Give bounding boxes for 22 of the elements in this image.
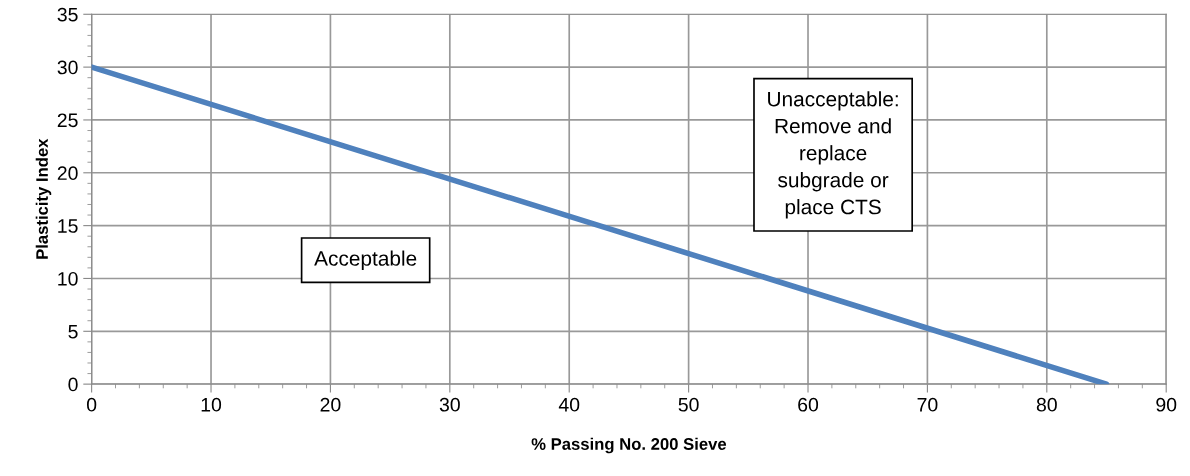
y-tick-label: 20 bbox=[57, 166, 78, 181]
x-tick-label: 50 bbox=[678, 397, 699, 412]
x-tick-label: 30 bbox=[439, 397, 460, 412]
annotation: Acceptable bbox=[314, 250, 417, 270]
y-tick-label: 25 bbox=[57, 113, 78, 128]
y-tick-label: 15 bbox=[58, 219, 78, 233]
x-tick-label: 90 bbox=[1156, 397, 1177, 412]
x-tick-label: 40 bbox=[558, 397, 580, 412]
x-tick-label: 70 bbox=[917, 397, 938, 412]
y-tick-label: 0 bbox=[68, 377, 78, 392]
y-axis-title: Plasticity Index bbox=[35, 138, 52, 259]
x-tick-label: 80 bbox=[1036, 397, 1057, 412]
y-tick-label: 30 bbox=[57, 60, 78, 75]
x-axis-title: % Passing No. 200 Sieve bbox=[531, 437, 727, 454]
y-tick-label: 10 bbox=[58, 271, 78, 286]
x-tick-label: 20 bbox=[320, 397, 341, 412]
x-tick-label: 0 bbox=[86, 397, 97, 412]
y-tick-label: 35 bbox=[57, 7, 78, 22]
y-tick-label: 5 bbox=[68, 324, 78, 339]
x-tick-label: 60 bbox=[798, 397, 819, 412]
x-tick-label: 10 bbox=[201, 397, 222, 412]
annotation: Unacceptable: Remove and replace subgrade or place CTS bbox=[768, 91, 898, 219]
